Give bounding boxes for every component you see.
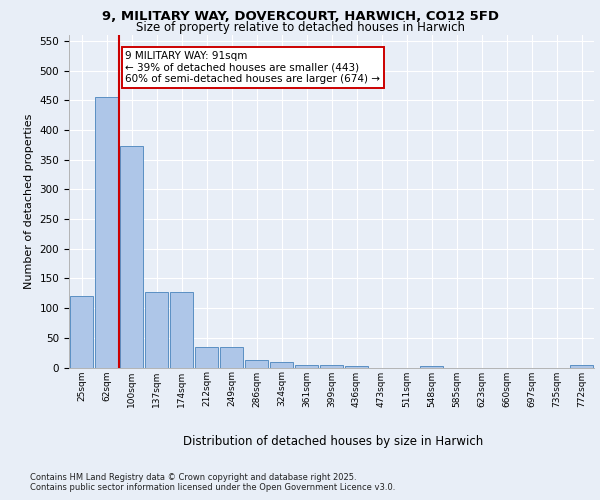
Bar	[420, 366, 443, 368]
Text: Contains HM Land Registry data © Crown copyright and database right 2025.
Contai: Contains HM Land Registry data © Crown c…	[30, 473, 395, 492]
Bar	[220, 346, 243, 368]
Bar	[295, 364, 318, 368]
Bar	[345, 366, 368, 368]
Bar	[170, 292, 193, 368]
Text: 9, MILITARY WAY, DOVERCOURT, HARWICH, CO12 5FD: 9, MILITARY WAY, DOVERCOURT, HARWICH, CO…	[101, 10, 499, 23]
Bar	[120, 146, 143, 368]
Bar	[195, 346, 218, 368]
Bar	[570, 364, 593, 368]
Bar	[145, 292, 168, 368]
Y-axis label: Number of detached properties: Number of detached properties	[24, 114, 34, 289]
Bar	[320, 364, 343, 368]
Text: 9 MILITARY WAY: 91sqm
← 39% of detached houses are smaller (443)
60% of semi-det: 9 MILITARY WAY: 91sqm ← 39% of detached …	[125, 51, 380, 84]
Bar	[245, 360, 268, 368]
Text: Distribution of detached houses by size in Harwich: Distribution of detached houses by size …	[183, 434, 483, 448]
Bar	[95, 98, 118, 368]
Bar	[270, 362, 293, 368]
Bar	[70, 296, 93, 368]
Text: Size of property relative to detached houses in Harwich: Size of property relative to detached ho…	[136, 21, 464, 34]
